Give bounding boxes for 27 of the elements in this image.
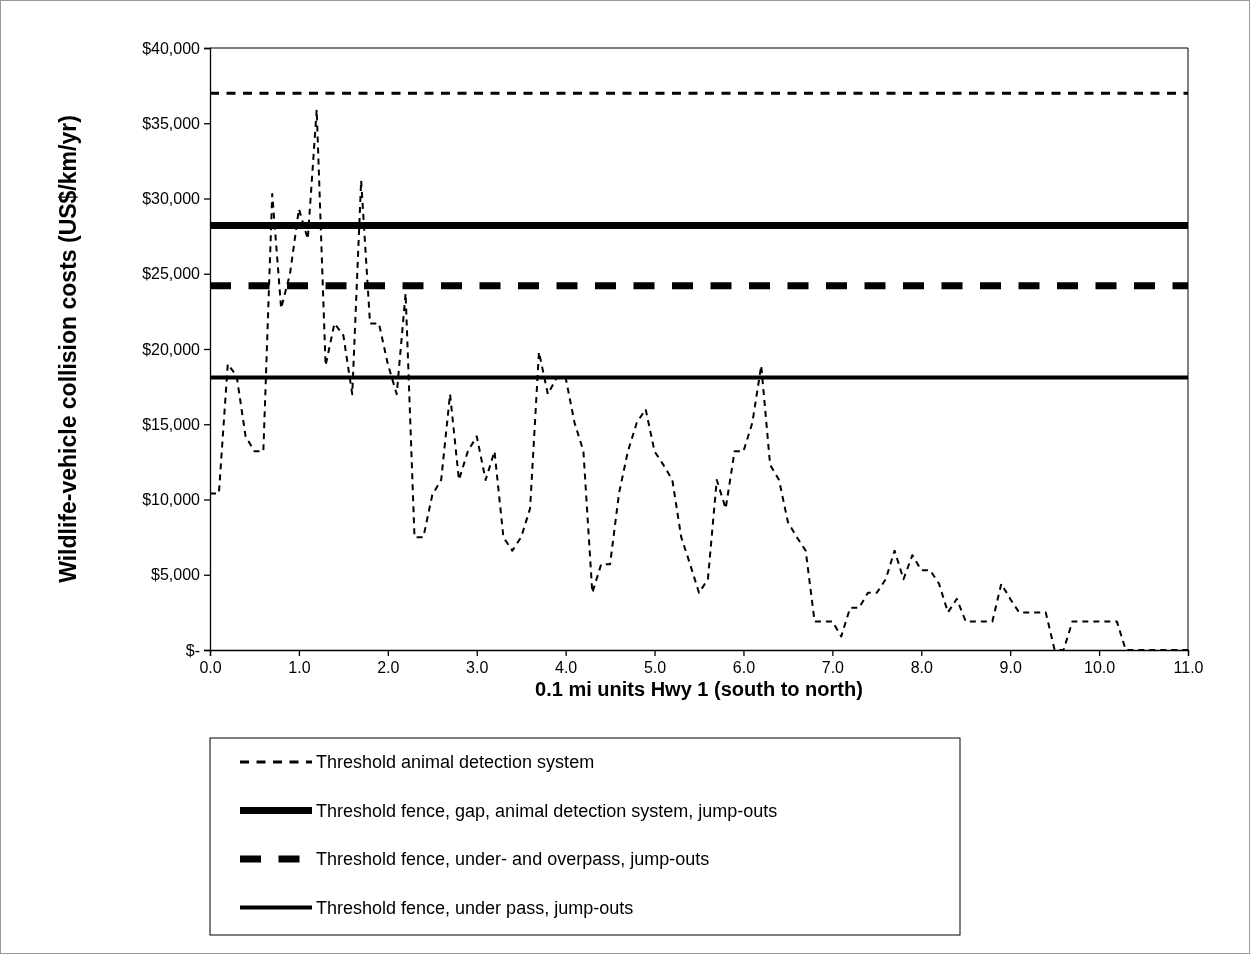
x-tick-label: 9.0: [999, 659, 1022, 677]
legend-label: Threshold fence, under- and overpass, jump-outs: [316, 849, 710, 869]
x-tick-label: 5.0: [643, 659, 667, 677]
y-tick-label: $10,000: [142, 491, 201, 509]
x-tick-label: 8.0: [910, 659, 933, 677]
legend-label: Threshold fence, gap, animal detection system, jump-outs: [316, 800, 778, 821]
y-tick-label: $5,000: [151, 566, 201, 584]
x-tick-label: 11.0: [1173, 659, 1204, 677]
y-tick-label: $15,000: [142, 415, 201, 433]
legend-label: Threshold fence, under pass, jump-outs: [316, 897, 634, 918]
y-tick-label: $20,000: [142, 340, 201, 358]
x-tick-label: 3.0: [466, 659, 489, 677]
x-tick-label: 4.0: [555, 659, 578, 677]
x-tick-label: 7.0: [821, 659, 845, 677]
x-tick-label: 2.0: [377, 659, 400, 677]
x-tick-label: 0.0: [199, 659, 222, 677]
x-tick-label: 6.0: [732, 659, 756, 677]
y-tick-label: $30,000: [142, 190, 201, 208]
y-tick-label: $40,000: [142, 39, 201, 57]
legend-label: Threshold animal detection system: [316, 752, 595, 772]
y-tick-label: $25,000: [142, 265, 201, 283]
x-axis-title: 0.1 mi units Hwy 1 (south to north): [535, 678, 863, 700]
x-tick-label: 10.0: [1084, 659, 1116, 677]
y-tick-label: $35,000: [142, 114, 201, 132]
y-tick-label: $-: [185, 641, 200, 659]
x-tick-label: 1.0: [288, 659, 311, 677]
y-axis-title: Wildlife-vehicle collision costs (US$/km/yr): [55, 115, 81, 583]
